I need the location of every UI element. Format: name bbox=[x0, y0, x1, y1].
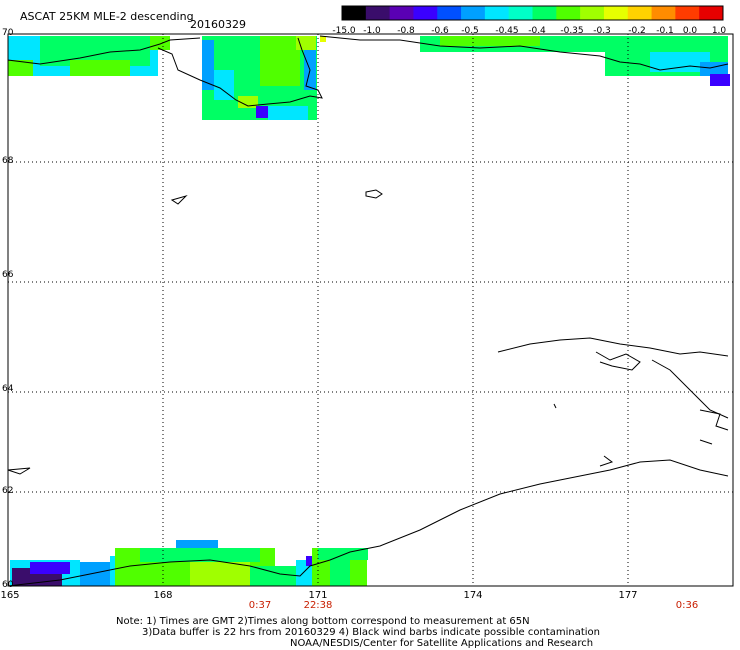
colorbar-swatch bbox=[437, 6, 462, 20]
lat-label: 66 bbox=[2, 270, 14, 280]
colorbar-label: -0.45 bbox=[495, 26, 519, 36]
note-line-2: 3)Data buffer is 22 hrs from 20160329 4)… bbox=[142, 627, 600, 638]
colorbar bbox=[341, 5, 724, 21]
lon-label: 177 bbox=[618, 590, 638, 601]
colorbar-swatch bbox=[413, 6, 438, 20]
colorbar-swatch bbox=[342, 6, 367, 20]
colorbar-label: -0.2 bbox=[628, 26, 646, 36]
lat-label: 62 bbox=[2, 486, 14, 496]
colorbar-swatch bbox=[603, 6, 629, 20]
coastlines bbox=[7, 35, 729, 587]
swath-time: 0:37 bbox=[248, 600, 272, 611]
lat-label: 70 bbox=[2, 28, 14, 38]
lon-label: 174 bbox=[463, 590, 483, 601]
lat-label: 64 bbox=[2, 384, 14, 394]
colorbar-swatch bbox=[365, 6, 391, 20]
colorbar-swatch bbox=[651, 6, 676, 20]
note-line-3: NOAA/NESDIS/Center for Satellite Applica… bbox=[290, 638, 594, 649]
lon-label: 171 bbox=[308, 590, 328, 601]
colorbar-label: -0.6 bbox=[431, 26, 449, 36]
lat-label: 68 bbox=[2, 156, 14, 166]
colorbar-label: -0.1 bbox=[656, 26, 674, 36]
colorbar-swatch bbox=[627, 6, 653, 20]
lon-label: 168 bbox=[153, 590, 173, 601]
lon-label: 165 bbox=[0, 590, 20, 601]
colorbar-label: -0.3 bbox=[593, 26, 611, 36]
colorbar-swatch bbox=[508, 6, 533, 20]
product-title: ASCAT 25KM MLE-2 descending bbox=[20, 10, 194, 23]
graticule bbox=[8, 34, 733, 586]
colorbar-label: -0.5 bbox=[461, 26, 479, 36]
note-line-1: Note: 1) Times are GMT 2)Times along bot… bbox=[116, 616, 530, 627]
colorbar-swatch bbox=[389, 6, 414, 20]
colorbar-label: 0.0 bbox=[682, 26, 698, 36]
swath-time: 0:36 bbox=[675, 600, 699, 611]
swath-time: 22:38 bbox=[303, 600, 333, 611]
plot-frame bbox=[7, 33, 734, 587]
colorbar-swatch bbox=[675, 6, 700, 20]
colorbar-swatch bbox=[699, 6, 724, 20]
colorbar-label: -0.35 bbox=[560, 26, 584, 36]
colorbar-swatch bbox=[461, 6, 486, 20]
lat-label: 60 bbox=[2, 580, 14, 590]
colorbar-label: -15.0 bbox=[332, 26, 356, 36]
colorbar-label: -0.4 bbox=[528, 26, 546, 36]
colorbar-swatch bbox=[484, 6, 510, 20]
colorbar-swatch bbox=[556, 6, 581, 20]
colorbar-label: -0.8 bbox=[397, 26, 415, 36]
colorbar-frame bbox=[341, 5, 724, 21]
colorbar-swatch bbox=[532, 6, 557, 20]
wind-data-swaths bbox=[8, 36, 730, 586]
colorbar-swatch bbox=[580, 6, 605, 20]
colorbar-label: -1.0 bbox=[363, 26, 381, 36]
product-date: 20160329 bbox=[190, 18, 246, 31]
colorbar-label: 1.0 bbox=[711, 26, 727, 36]
